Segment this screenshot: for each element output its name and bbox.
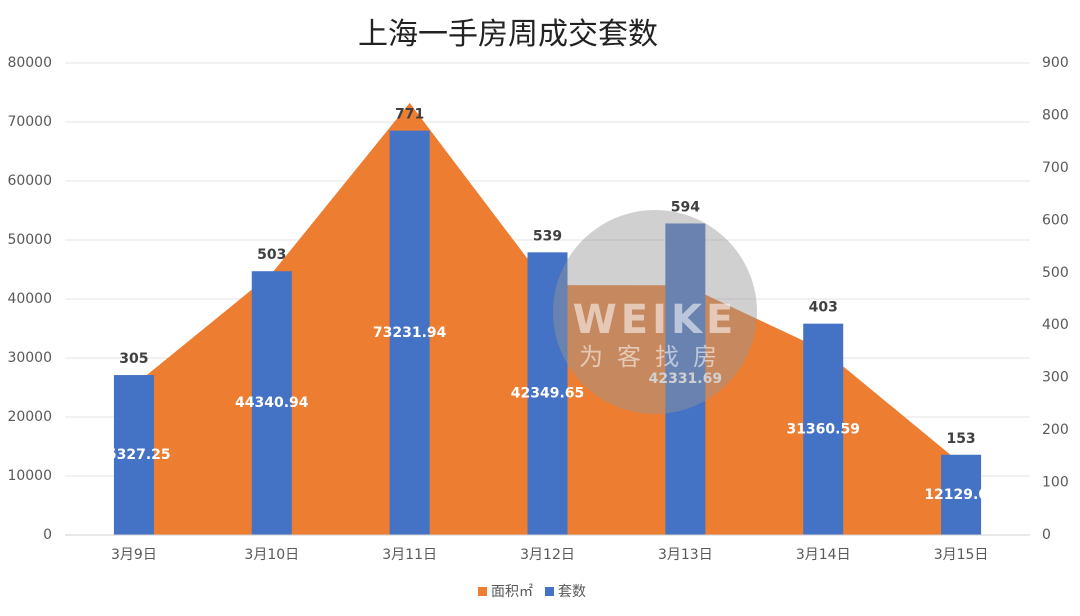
bar (251, 271, 292, 535)
x-tick-label: 3月10日 (244, 547, 299, 563)
bar (527, 252, 568, 535)
y2-tick-label: 700 (1042, 160, 1069, 176)
bar (941, 454, 982, 535)
y-tick-label: 30000 (7, 350, 52, 366)
x-tick-label: 3月11日 (382, 547, 437, 563)
watermark-tagline: 为客找房 (579, 343, 731, 371)
y2-tick-label: 100 (1042, 475, 1069, 491)
bar-value-label: 305 (119, 351, 148, 367)
watermark-brand: WEIKE (573, 297, 738, 343)
bar-value-label: 153 (946, 431, 975, 447)
area-value-label: 25327.25 (97, 447, 171, 463)
area-value-label: 42331.69 (649, 371, 723, 387)
area-value-label: 12129.09 (924, 487, 998, 503)
legend-label: 面积㎡ (491, 584, 533, 600)
watermark-circle (553, 210, 757, 414)
chart-title: 上海一手房周成交套数 (358, 17, 658, 52)
y2-tick-label: 800 (1042, 107, 1069, 123)
y2-tick-label: 0 (1042, 527, 1051, 543)
y-tick-label: 50000 (7, 232, 52, 248)
legend-swatch (478, 587, 487, 596)
area-value-label: 73231.94 (373, 325, 447, 341)
y2-tick-label: 600 (1042, 212, 1069, 228)
bar-value-label: 771 (395, 107, 424, 123)
y2-tick-label: 900 (1042, 55, 1069, 71)
x-tick-label: 3月15日 (934, 547, 989, 563)
y2-tick-label: 200 (1042, 422, 1069, 438)
y-tick-label: 60000 (7, 173, 52, 189)
y2-tick-label: 400 (1042, 317, 1069, 333)
bar (665, 223, 706, 536)
y-tick-label: 10000 (7, 468, 52, 484)
y-tick-label: 80000 (7, 55, 52, 71)
bar-value-label: 594 (671, 199, 700, 215)
y-tick-label: 20000 (7, 409, 52, 425)
bar-value-label: 503 (257, 247, 286, 263)
y-tick-label: 70000 (7, 114, 52, 130)
bar (803, 323, 844, 535)
area-value-label: 42349.65 (511, 386, 585, 402)
y-tick-label: 40000 (7, 291, 52, 307)
legend-swatch (545, 587, 554, 596)
x-tick-label: 3月13日 (658, 547, 713, 563)
x-tick-label: 3月12日 (520, 547, 575, 563)
area-value-label: 31360.59 (786, 421, 860, 437)
bar-value-label: 403 (809, 300, 838, 316)
x-tick-label: 3月14日 (796, 547, 851, 563)
bar (113, 375, 154, 535)
y-tick-label: 0 (43, 527, 52, 543)
area-value-label: 44340.94 (235, 395, 309, 411)
y2-tick-label: 500 (1042, 265, 1069, 281)
y2-tick-label: 300 (1042, 370, 1069, 386)
x-tick-label: 3月9日 (111, 547, 157, 563)
bar-value-label: 539 (533, 228, 562, 244)
legend-label: 套数 (558, 584, 586, 600)
bar (389, 130, 430, 536)
